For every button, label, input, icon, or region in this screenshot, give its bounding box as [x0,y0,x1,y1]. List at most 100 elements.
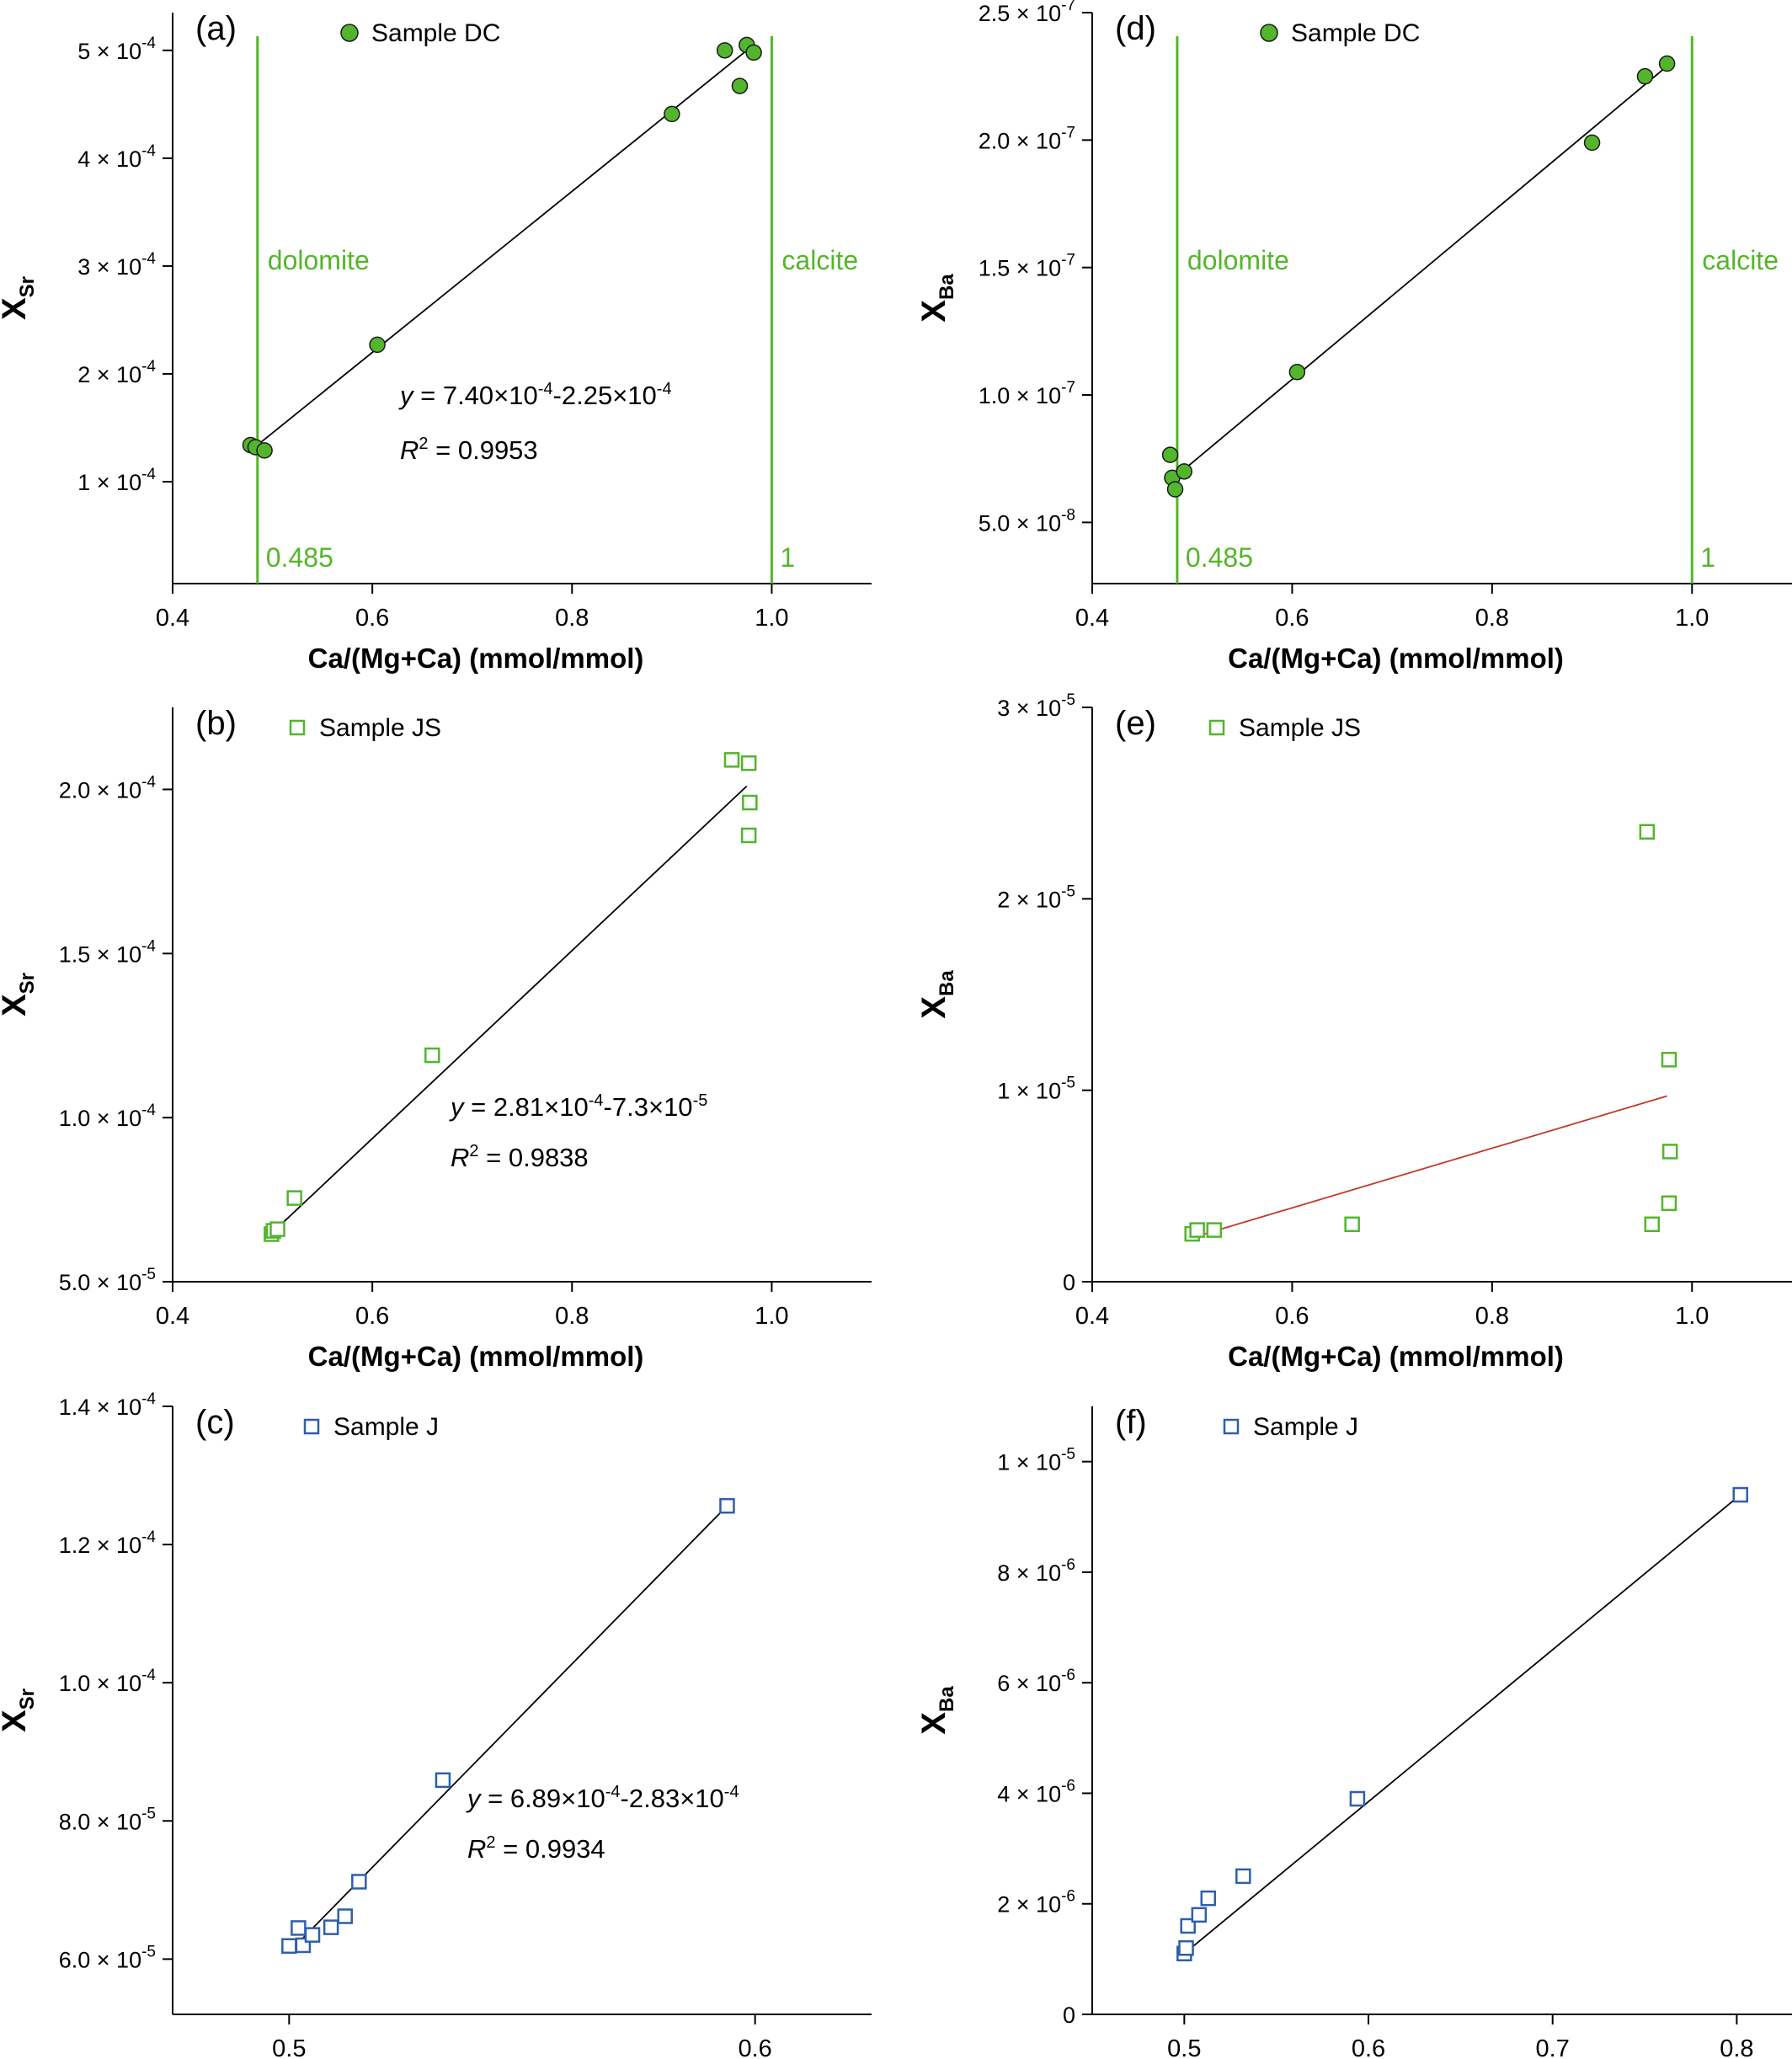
y-tick-mantissa: 2 × 10 [77,362,141,387]
r-squared-symbol: R [400,435,419,465]
r-squared: R2 = 0.9838 [451,1142,589,1172]
data-point [1200,1890,1217,1907]
y-tick-exponent: -7 [1061,252,1075,269]
y-tick-exponent: -4 [141,937,156,955]
x-tick-label: 0.8 [1475,605,1509,632]
x-tick-label: 1.0 [1675,1303,1709,1330]
data-point [742,794,758,811]
x-tick-label: 0.5 [1167,2035,1201,2059]
legend-marker [289,719,306,736]
data-point [1639,824,1656,840]
y-tick-label: 2.5 × 10-7 [979,0,1075,26]
data-point [304,1927,321,1943]
y-tick-mantissa: 0 [1063,1270,1075,1295]
y-tick-label: 1.4 × 10-4 [59,1390,157,1420]
y-axis-title-subscript: Sr [16,276,39,297]
x-tick-label: 0.8 [555,605,589,632]
panel-label: (c) [195,1404,235,1441]
r-squared: R2 = 0.9953 [400,435,538,465]
legend-label: Sample JS [1239,714,1361,742]
y-tick-label: 3 × 10-5 [997,691,1075,721]
data-point [664,105,680,123]
data-point [1583,134,1601,152]
y-tick-mantissa: 1 × 10 [77,470,141,495]
y-tick-mantissa: 1.5 × 10 [979,256,1061,281]
x-tick-label: 0.5 [272,2035,306,2059]
r-squared-superscript: 2 [486,1833,495,1852]
y-tick-exponent: -5 [141,1805,156,1822]
equation-intercept: -7.3×10 [604,1092,693,1122]
data-point [435,1772,451,1789]
panel-a: 0.4 0.6 0.8 1.01 × 10-42 × 10-43 × 10-44 × … [0,10,872,674]
x-tick-label: 1.0 [755,1303,788,1330]
x-tick-label: 0.4 [1075,605,1109,632]
y-tick-label: 0 [1063,1270,1075,1295]
regression-equation: y = 6.89×10-4-2.83×10-4 [466,1783,739,1813]
y-tick-label: 4 × 10-4 [77,142,156,172]
r-squared-superscript: 2 [419,435,428,453]
y-tick-mantissa: 2 × 10 [997,1892,1061,1918]
data-point [740,755,757,771]
data-point [337,1908,353,1924]
x-tick-label: 0.7 [1536,2035,1570,2059]
y-tick-mantissa: 2.0 × 10 [979,128,1061,153]
r-squared-symbol: R [467,1834,486,1864]
y-tick-exponent: -5 [1061,691,1075,709]
y-tick-exponent: -4 [141,1390,156,1408]
y-tick-label: 1 × 10-5 [997,1446,1075,1475]
legend-label: Sample J [333,1413,439,1441]
y-axis-title: XSr [0,1688,39,1732]
equation-slope: = 2.81×10 [464,1092,589,1122]
data-point [1636,67,1654,85]
panel-label: (a) [195,10,237,47]
x-tick-label: 0.6 [739,2035,772,2059]
x-tick-label: 0.4 [1075,1303,1109,1330]
y-axis-title: XBa [915,1686,958,1735]
data-point [1661,1144,1678,1160]
y-tick-label: 1.5 × 10-7 [979,252,1075,281]
legend-marker [303,1418,320,1435]
y-tick-exponent: -4 [141,35,156,52]
y-tick-mantissa: 6 × 10 [997,1671,1061,1696]
y-tick-exponent: -4 [141,142,156,160]
y-tick-mantissa: 1.2 × 10 [59,1533,141,1558]
y-tick-exponent: -4 [141,1528,156,1546]
y-axis-title-subscript: Ba [936,274,958,300]
panel-e: 0.4 0.6 0.8 1.001 × 10-52 × 10-53 × 10-5Ca/… [915,691,1792,1372]
y-tick-label: 6.0 × 10-5 [59,1943,156,1972]
y-tick-mantissa: 8.0 × 10 [59,1809,141,1834]
vline-value-calcite: 1 [1700,542,1715,573]
regression-equation: y = 7.40×10-4-2.25×10-4 [398,380,672,410]
y-tick-mantissa: 8 × 10 [997,1560,1061,1586]
y-tick-label: 1.0 × 10-7 [979,379,1075,408]
y-tick-label: 2 × 10-4 [77,358,156,387]
y-tick-label: 5 × 10-4 [77,35,156,64]
panel-label: (e) [1115,705,1156,742]
data-point [369,336,386,354]
y-axis-title-main: X [915,1712,952,1735]
data-point [256,442,273,459]
data-point [1732,1486,1749,1503]
y-tick-exponent: -4 [141,773,156,791]
legend-marker [1260,24,1278,42]
vline-name-calcite: calcite [1702,245,1779,275]
panel-f: 0.5 0.6 0.7 0.802 × 10-64 × 10-66 × 10-68 ×… [915,1404,1792,2059]
equation-slope-exponent: -4 [605,1783,621,1801]
y-axis-title-subscript: Ba [936,970,958,996]
y-tick-label: 3 × 10-4 [77,250,156,280]
y-tick-mantissa: 3 × 10 [997,696,1061,721]
vline-value-calcite: 1 [780,542,795,573]
y-tick-label: 4 × 10-6 [997,1777,1075,1806]
x-tick-label: 0.6 [1352,2035,1385,2059]
vline-name-calcite: calcite [781,245,858,275]
x-tick-label: 0.8 [1475,1303,1509,1330]
y-tick-exponent: -8 [1061,506,1075,524]
legend-marker [340,24,359,42]
y-tick-exponent: -4 [141,250,156,268]
y-tick-mantissa: 5 × 10 [77,39,141,64]
equation-slope: = 7.40×10 [413,381,538,410]
y-tick-exponent: -5 [141,1943,156,1960]
y-axis-title-main: X [0,1710,33,1732]
x-tick-label: 0.6 [1275,1303,1309,1330]
y-tick-exponent: -6 [1061,1777,1075,1795]
